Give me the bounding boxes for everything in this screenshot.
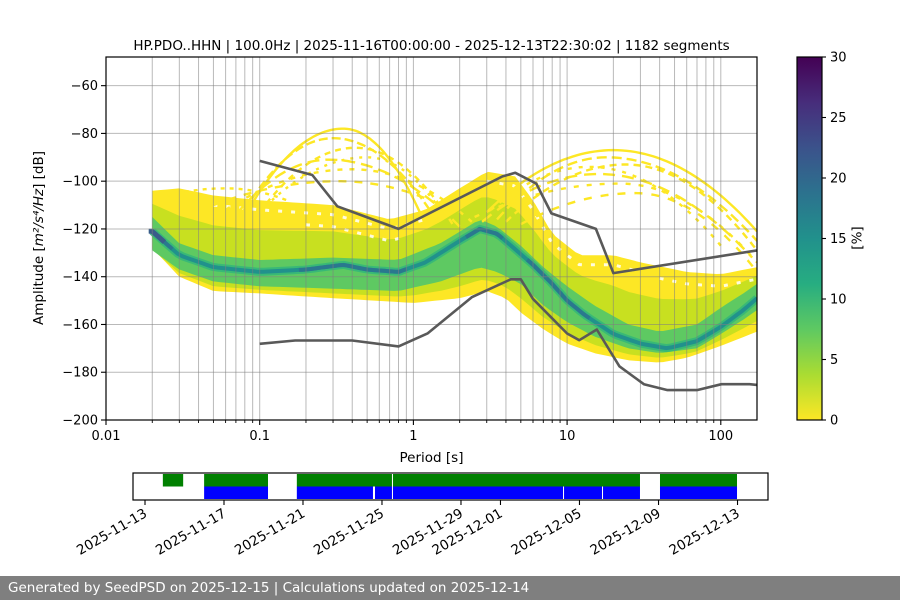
date-tick-label: 2025-11-17 [153, 506, 229, 559]
availability-green-segment [162, 474, 184, 487]
y-tick-label: −140 [62, 270, 98, 285]
availability-blue-segment [296, 486, 373, 499]
noise-models [259, 159, 757, 392]
axes-frame [105, 56, 758, 421]
colorbar-tick-label: 30 [830, 51, 847, 66]
footer-bar: Generated by SeedPSD on 2025-12-15 | Cal… [0, 576, 900, 600]
heatmap-layer [148, 127, 757, 363]
y-tick-label: −160 [62, 318, 98, 333]
date-tick-label: 2025-11-25 [311, 506, 387, 559]
y-tick-label: −200 [62, 414, 98, 429]
plot-title: HP.PDO..HHN | 100.0Hz | 2025-11-16T00:00… [133, 38, 730, 54]
high-noise-arc-short [224, 167, 473, 223]
nlnm-line [259, 278, 757, 392]
x-tick-label: 100 [708, 429, 733, 444]
colorbar-tick-label: 15 [830, 232, 847, 247]
ppsd-ridge-core [148, 228, 167, 244]
ppsd-ridge-hot [464, 227, 504, 240]
y-tick-label: −100 [62, 175, 98, 190]
nhnm-line [259, 159, 757, 275]
high-noise-arc-long [481, 172, 754, 259]
colorbar-tick-label: 0 [830, 414, 838, 429]
high-noise-arc-short [234, 158, 461, 228]
high-noise-arc-short [243, 137, 437, 221]
high-noise-arc-short [212, 180, 461, 216]
x-axis-label: Period [s] [399, 450, 464, 466]
availability-green-segment [296, 474, 392, 487]
colorbar-tick-label: 20 [830, 172, 847, 187]
y-tick-label: −120 [62, 222, 98, 237]
x-tick-label: 0.01 [92, 429, 121, 444]
y-tick-label: −60 [71, 79, 98, 94]
high-noise-arc-long [474, 182, 757, 264]
y-tick-label: −180 [62, 366, 98, 381]
high-noise-arc-short [166, 187, 288, 202]
high-noise-arc-short [251, 127, 421, 213]
availability-blue-segment [374, 486, 392, 499]
availability-green-segment [204, 474, 269, 487]
high-noise-arc-long [505, 163, 757, 252]
colorbar-tick-label: 25 [830, 111, 847, 126]
date-tick-label: 2025-12-09 [588, 506, 664, 559]
colorbar-tick-label: 5 [830, 353, 838, 368]
x-tick-label: 10 [559, 429, 576, 444]
colorbar [797, 57, 822, 420]
availability-green-segment [659, 474, 738, 487]
availability-bar: 2025-11-13 2025-11-17 2025-11-21 2025-11-25… [74, 472, 769, 559]
date-tick-label: 2025-12-13 [667, 506, 743, 559]
heatmap-texture [305, 223, 407, 243]
availability-blue-segment [659, 486, 738, 499]
availability-blue-segment [564, 486, 603, 499]
grid [106, 57, 757, 420]
date-tick-label: 2025-12-05 [509, 506, 585, 559]
x-tick-label: 0.1 [249, 429, 270, 444]
x-tick-label: 1 [409, 429, 417, 444]
availability-green-segment [392, 474, 640, 487]
heatmap-texture [659, 276, 757, 288]
ppsd-secondary-ridge [320, 271, 427, 284]
ppsd-ridge-hot [525, 258, 591, 320]
high-noise-arc-short [258, 146, 454, 225]
date-tick-label: 2025-11-13 [74, 506, 150, 559]
colorbar-tick-label: 10 [830, 293, 847, 308]
heatmap-texture [213, 203, 426, 231]
y-tick-label: −80 [71, 127, 98, 142]
ppsd-green-band [152, 217, 757, 353]
high-noise-arc-long [490, 165, 722, 247]
availability-blue-segment [204, 486, 269, 499]
availability-blue-segment [392, 486, 564, 499]
availability-blue-segment [603, 486, 640, 499]
high-noise-arc-long [485, 148, 757, 233]
date-tick-label: 2025-11-21 [232, 506, 308, 559]
